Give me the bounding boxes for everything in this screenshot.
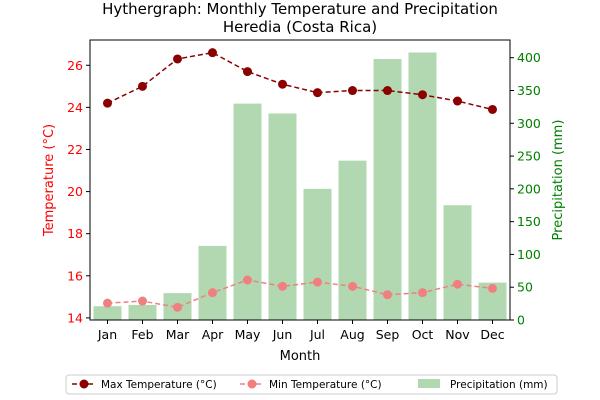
min-temp-point-may: [243, 275, 252, 285]
min-temp-point-dec: [488, 283, 497, 293]
legend-label-min: Min Temperature (°C): [269, 379, 382, 391]
y-left-tick-label: 16: [67, 268, 83, 283]
max-temp-point-apr: [208, 48, 217, 58]
min-temp-point-mar: [173, 302, 182, 312]
temperature-lines: [103, 48, 497, 312]
x-tick-label: Jul: [309, 327, 325, 342]
max-temp-point-nov: [453, 96, 462, 106]
y-right-tick-label: 150: [517, 214, 541, 229]
precip-bar-sep: [373, 59, 402, 321]
y-left-tick-label: 20: [67, 184, 83, 199]
chart-subtitle: Heredia (Costa Rica): [223, 18, 377, 36]
legend-label-max: Max Temperature (°C): [101, 379, 217, 391]
x-tick-label: Apr: [202, 327, 224, 342]
max-temp-point-oct: [418, 90, 427, 100]
y-right-tick-label: 400: [517, 50, 541, 65]
legend-max-marker: [79, 379, 89, 389]
min-temp-point-oct: [418, 288, 427, 298]
precip-bar-aug: [338, 160, 367, 320]
x-tick-label: Dec: [480, 327, 504, 342]
y-axis-label-right: Precipitation (mm): [551, 120, 566, 241]
min-temp-point-jan: [103, 298, 112, 308]
min-temp-point-jul: [313, 277, 322, 287]
x-tick-label: Aug: [340, 327, 364, 342]
y-right-tick-label: 350: [517, 83, 541, 98]
legend-label-precip: Precipitation (mm): [450, 379, 548, 391]
min-temp-point-jun: [278, 281, 287, 291]
legend-min-marker: [247, 379, 257, 389]
min-temp-point-apr: [208, 288, 217, 298]
max-temp-point-may: [243, 67, 252, 77]
min-temp-point-sep: [383, 290, 392, 300]
y-right-tick-label: 300: [517, 116, 541, 131]
min-temp-point-aug: [348, 281, 357, 291]
chart-title: Hythergraph: Monthly Temperature and Pre…: [102, 0, 498, 18]
y-left-tick-label: 22: [67, 142, 83, 157]
plot-frame: [89, 39, 511, 321]
max-temp-point-dec: [488, 104, 497, 114]
max-temp-line: [107, 51, 493, 111]
x-tick-label: Mar: [166, 327, 190, 342]
x-tick-label: Nov: [445, 327, 470, 342]
x-tick-label: Jun: [272, 327, 293, 342]
x-axis-label: Month: [280, 349, 321, 364]
y-right-tick-label: 50: [517, 280, 533, 295]
y-right-tick-label: 100: [517, 247, 541, 262]
max-temp-point-feb: [138, 81, 147, 91]
precip-bar-jul: [303, 188, 332, 320]
y-left-tick-label: 24: [67, 100, 83, 115]
max-temp-point-mar: [173, 54, 182, 64]
min-temp-line: [107, 279, 493, 309]
x-tick-label: Jan: [97, 327, 117, 342]
x-tick-label: Oct: [412, 327, 434, 342]
max-temp-point-sep: [383, 86, 392, 96]
max-temp-point-jul: [313, 88, 322, 98]
max-temp-point-jan: [103, 98, 112, 108]
axes: Jan Feb Mar Apr May Jun Jul Aug Sep Oct Nov Dec 14 16…: [67, 50, 541, 342]
y-axis-label-left: Temperature (°C): [42, 124, 57, 237]
y-right-tick-label: 0: [517, 313, 525, 328]
max-temp-point-aug: [348, 86, 357, 96]
legend: Max Temperature (°C) Min Temperature (°C…: [65, 374, 558, 395]
min-temp-point-nov: [453, 279, 462, 289]
precip-bar-apr: [198, 245, 227, 320]
min-temp-point-feb: [138, 296, 147, 306]
precip-bar-jan: [93, 306, 122, 320]
y-left-tick-label: 14: [67, 310, 83, 325]
x-tick-label: May: [235, 327, 261, 342]
max-temp-point-jun: [278, 79, 287, 89]
y-right-tick-label: 250: [517, 149, 541, 164]
x-tick-label: Sep: [376, 327, 400, 342]
y-right-tick-label: 200: [517, 181, 541, 196]
precipitation-bars: [93, 52, 507, 321]
legend-precip-swatch: [418, 379, 440, 388]
precip-bar-nov: [443, 205, 472, 320]
precip-bar-feb: [128, 304, 157, 320]
y-left-tick-label: 26: [67, 58, 83, 73]
x-tick-label: Feb: [131, 327, 153, 342]
y-left-tick-label: 18: [67, 226, 83, 241]
precip-bar-may: [233, 103, 262, 320]
